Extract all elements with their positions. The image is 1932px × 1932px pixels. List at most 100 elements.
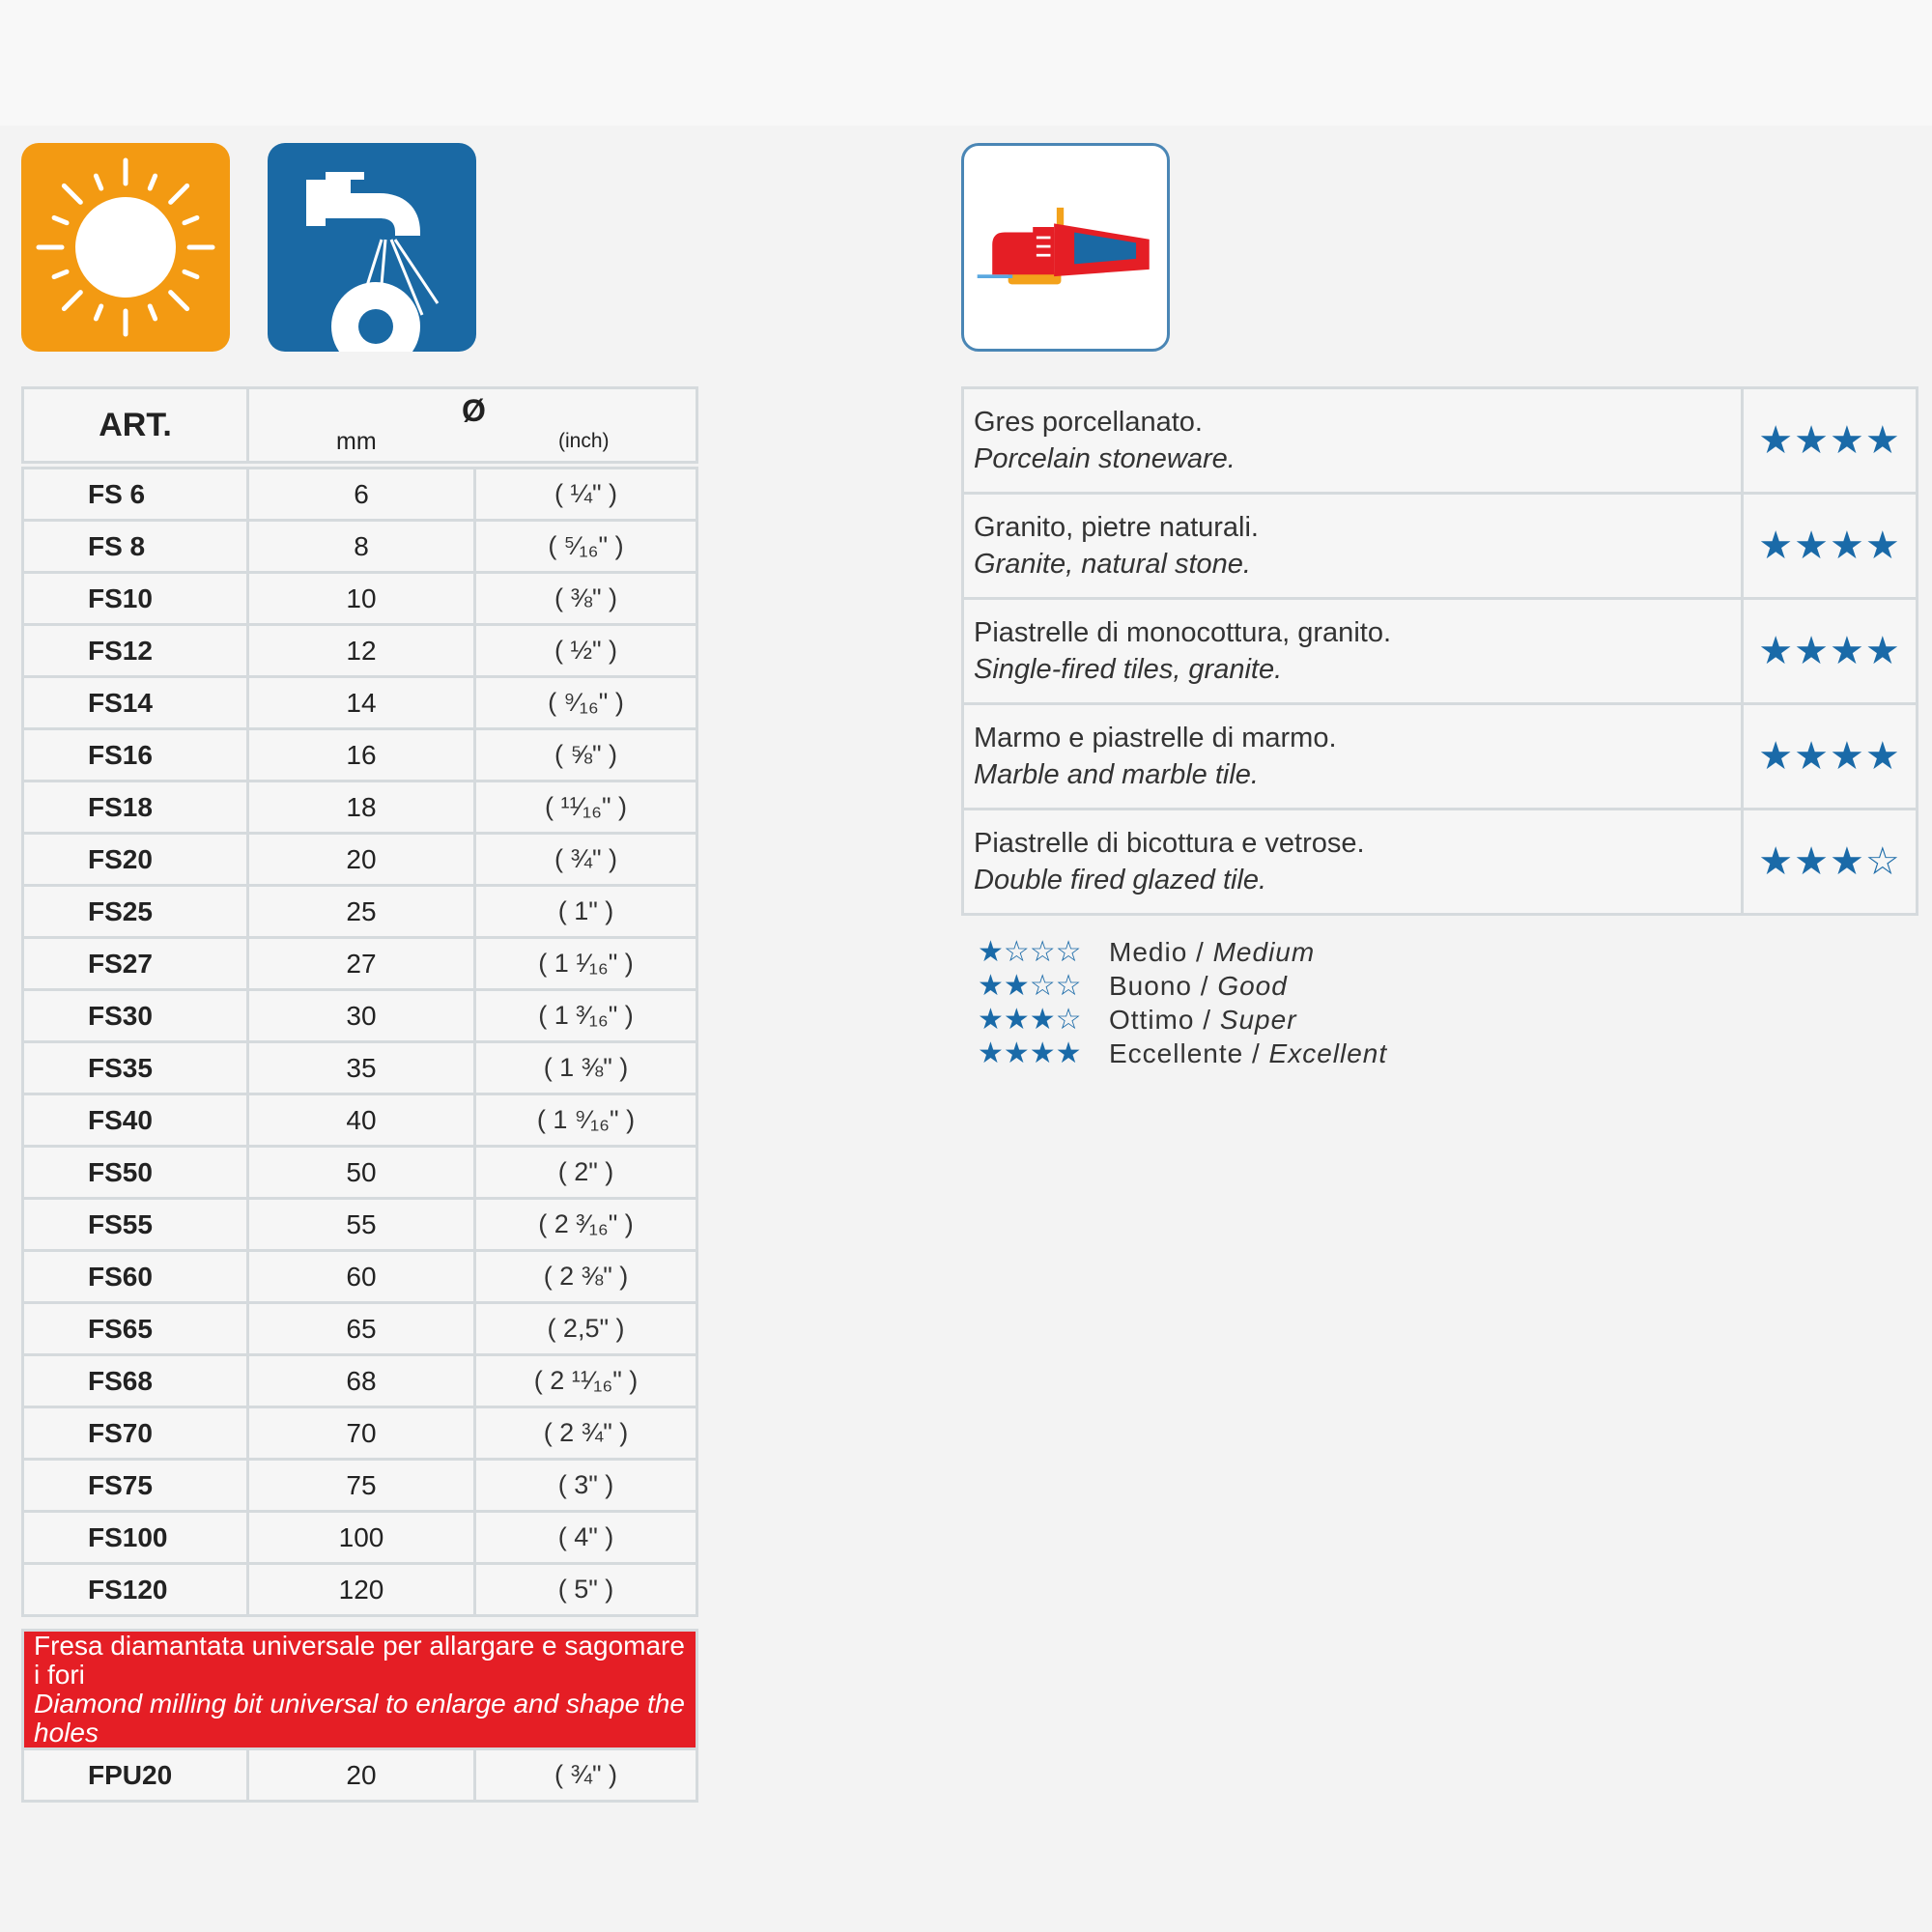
table-row: FS120 120 ( 5" ) — [21, 1562, 698, 1617]
table-row: FS50 50 ( 2" ) — [21, 1145, 698, 1200]
legend-item: ★★☆☆ Buono / Good — [978, 970, 1288, 1002]
article-code: FS50 — [21, 1145, 249, 1200]
star-filled-icon: ★ — [1794, 840, 1830, 883]
material-description: Gres porcellanato. Porcelain stoneware. — [961, 386, 1744, 495]
article-code: FS10 — [21, 571, 249, 626]
header-mm: mm — [336, 428, 377, 455]
material-it: Marmo e piastrelle di marmo. — [974, 723, 1337, 753]
diameter-inch: ( ¹¹⁄₁₆" ) — [473, 780, 698, 835]
diameter-inch: ( 1 ⅜" ) — [473, 1040, 698, 1095]
diameter-mm: 25 — [246, 884, 476, 939]
diameter-inch: ( ¼" ) — [473, 467, 698, 522]
rating-legend: ★☆☆☆ Medio / Medium ★★☆☆ Buono / Good ★★… — [978, 935, 1387, 1070]
table-row: FS68 68 ( 2 ¹¹⁄₁₆" ) — [21, 1353, 698, 1408]
header-diameter: Ø mm (inch) — [246, 386, 698, 464]
materials-table: Gres porcellanato. Porcelain stoneware. ★… — [961, 386, 1918, 916]
legend-label-it: Eccellente — [1109, 1037, 1244, 1068]
legend-item: ★★★★ Eccellente / Excellent — [978, 1037, 1388, 1069]
article-code: FS68 — [21, 1353, 249, 1408]
material-description: Piastrelle di monocottura, granito. Singl… — [961, 597, 1744, 705]
legend-label-en: Medium — [1212, 936, 1316, 967]
star-rating: ★★★★ — [1741, 597, 1918, 705]
diameter-inch: ( 5" ) — [473, 1562, 698, 1617]
legend-stars: ★★☆☆ — [978, 970, 1082, 1002]
diameter-inch: ( 2,5" ) — [473, 1301, 698, 1356]
angle-grinder-icon — [961, 143, 1170, 352]
diameter-inch: ( ⁵⁄₁₆" ) — [473, 519, 698, 574]
article-code: FS40 — [21, 1093, 249, 1148]
star-filled-icon: ★ — [1758, 419, 1795, 462]
material-it: Piastrelle di bicottura e vetrose. — [974, 828, 1365, 859]
diameter-mm: 18 — [246, 780, 476, 835]
diameter-mm: 30 — [246, 988, 476, 1043]
diameter-inch: ( 2 ³⁄₁₆" ) — [473, 1197, 698, 1252]
diameter-mm: 55 — [246, 1197, 476, 1252]
star-filled-icon: ★ — [1758, 840, 1795, 883]
diameter-inch: ( 1" ) — [473, 884, 698, 939]
diameter-mm: 8 — [246, 519, 476, 574]
article-code: FS70 — [21, 1406, 249, 1461]
table-row: FS27 27 ( 1 ¹⁄₁₆" ) — [21, 936, 698, 991]
legend-label-it: Buono — [1109, 970, 1192, 1001]
diameter-inch: ( 1 ⁹⁄₁₆" ) — [473, 1093, 698, 1148]
star-rating: ★★★☆ — [1741, 808, 1918, 916]
legend-label-en: Excellent — [1268, 1037, 1388, 1068]
diameter-mm: 27 — [246, 936, 476, 991]
star-filled-icon: ★ — [1758, 735, 1795, 778]
star-filled-icon: ★ — [1830, 525, 1865, 567]
article-code: FS60 — [21, 1249, 249, 1304]
banner-text-en: Diamond milling bit universal to enlarge… — [34, 1689, 685, 1747]
article-table: ART. Ø mm (inch) FS 6 6 ( ¼" ) FS 8 8 ( … — [21, 386, 698, 1803]
star-filled-icon: ★ — [1794, 525, 1830, 567]
legend-label-it: Medio — [1109, 936, 1188, 967]
diameter-mm: 60 — [246, 1249, 476, 1304]
diameter-inch: ( 2 ¾" ) — [473, 1406, 698, 1461]
table-row: FS 6 6 ( ¼" ) — [21, 467, 698, 522]
banner-text-it: Fresa diamantata universale per allargar… — [34, 1631, 685, 1690]
diameter-mm: 14 — [246, 675, 476, 730]
diameter-mm: 65 — [246, 1301, 476, 1356]
material-row: Piastrelle di bicottura e vetrose. Double… — [961, 808, 1918, 916]
legend-label-en: Good — [1217, 970, 1288, 1001]
star-filled-icon: ★ — [1864, 525, 1901, 567]
table-row: FS18 18 ( ¹¹⁄₁₆" ) — [21, 780, 698, 835]
table-row: FS30 30 ( 1 ³⁄₁₆" ) — [21, 988, 698, 1043]
table-row: FS16 16 ( ⅝" ) — [21, 727, 698, 782]
diameter-inch: ( ⅝" ) — [473, 727, 698, 782]
legend-stars: ★★★☆ — [978, 1004, 1082, 1036]
star-filled-icon: ★ — [1794, 419, 1830, 462]
article-code: FS65 — [21, 1301, 249, 1356]
star-rating: ★★★★ — [1741, 702, 1918, 810]
diameter-inch: ( 2 ¹¹⁄₁₆" ) — [473, 1353, 698, 1408]
diameter-mm: 6 — [246, 467, 476, 522]
diameter-mm: 12 — [246, 623, 476, 678]
article-code: FS120 — [21, 1562, 249, 1617]
article-code: FS55 — [21, 1197, 249, 1252]
article-code: FS35 — [21, 1040, 249, 1095]
top-band — [0, 0, 1932, 126]
table-row: FS20 20 ( ¾" ) — [21, 832, 698, 887]
table-row: FS100 100 ( 4" ) — [21, 1510, 698, 1565]
material-en: Single-fired tiles, granite. — [974, 654, 1283, 685]
diameter-mm: 20 — [246, 1747, 476, 1803]
article-code: FPU20 — [21, 1747, 249, 1803]
diameter-inch: ( ¾" ) — [473, 832, 698, 887]
material-row: Gres porcellanato. Porcelain stoneware. ★… — [961, 386, 1918, 495]
diameter-inch: ( ¾" ) — [473, 1747, 698, 1803]
material-en: Granite, natural stone. — [974, 549, 1251, 580]
table-header: ART. Ø mm (inch) — [21, 386, 698, 464]
material-en: Porcelain stoneware. — [974, 443, 1236, 474]
diameter-inch: ( 3" ) — [473, 1458, 698, 1513]
header-art: ART. — [21, 386, 249, 464]
diameter-inch: ( 4" ) — [473, 1510, 698, 1565]
diameter-mm: 20 — [246, 832, 476, 887]
diameter-mm: 75 — [246, 1458, 476, 1513]
star-filled-icon: ★ — [1758, 525, 1795, 567]
legend-stars: ★☆☆☆ — [978, 936, 1082, 968]
table-row: FS55 55 ( 2 ³⁄₁₆" ) — [21, 1197, 698, 1252]
star-rating: ★★★★ — [1741, 492, 1918, 600]
material-en: Marble and marble tile. — [974, 759, 1259, 790]
article-code: FS16 — [21, 727, 249, 782]
sun-icon — [21, 143, 230, 352]
diameter-mm: 40 — [246, 1093, 476, 1148]
